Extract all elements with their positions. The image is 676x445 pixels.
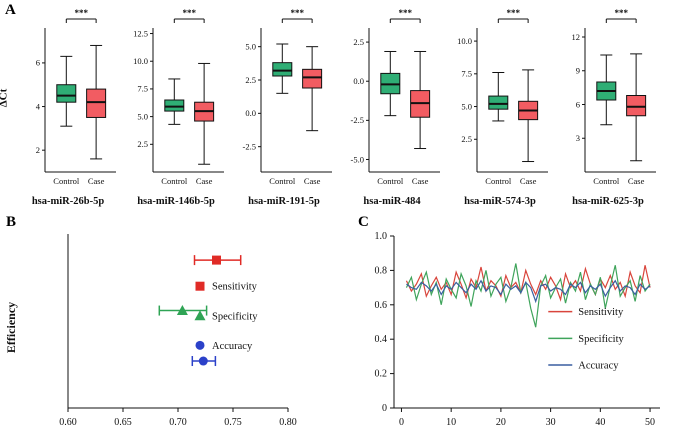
- boxplot-hsa-miR-146b-5p: 2.5 5.0 7.5 10.0 12.5 Control Case *** hsa-miR-…: [122, 6, 230, 207]
- svg-text:***: ***: [614, 8, 628, 18]
- svg-text:***: ***: [182, 8, 196, 18]
- svg-text:-2.5: -2.5: [243, 141, 256, 151]
- svg-text:9: 9: [576, 66, 580, 76]
- svg-text:2.5: 2.5: [461, 134, 472, 144]
- svg-text:10.0: 10.0: [457, 36, 472, 46]
- svg-text:2: 2: [36, 145, 40, 155]
- svg-text:-2.5: -2.5: [351, 115, 364, 125]
- svg-text:Specificity: Specificity: [212, 311, 258, 322]
- svg-text:4: 4: [36, 101, 41, 111]
- svg-text:5.0: 5.0: [245, 41, 256, 51]
- svg-text:7.5: 7.5: [137, 84, 148, 94]
- svg-text:0.75: 0.75: [224, 417, 242, 428]
- svg-text:Control: Control: [593, 176, 620, 186]
- efficiency-axis-label: Efficiency: [4, 301, 19, 354]
- boxplot-canvas-484: -5.0 -2.5 0.0 2.5 Control Case ***: [351, 8, 440, 186]
- svg-text:50: 50: [645, 417, 655, 428]
- svg-text:-5.0: -5.0: [351, 154, 364, 164]
- delta-ct-axis-label: ΔCt: [0, 88, 10, 108]
- boxplot-canvas-625: 3 6 9 12 Control Case ***: [572, 8, 656, 186]
- panel-b-label: B: [6, 214, 17, 230]
- subplot-title: hsa-miR-26b-5p: [31, 196, 105, 207]
- svg-text:3: 3: [576, 133, 580, 143]
- boxplot-canvas-191: -2.5 0.0 2.5 5.0 Control Case ***: [243, 8, 332, 186]
- boxplot-canvas-26b: 2 4 6 Control Case ***: [36, 8, 116, 186]
- cross-validation-line-canvas: 0 10 20 30 40 50 0 0.2 0.4 0.6 0.8 1.0 Sensitivity Sp…: [375, 231, 660, 428]
- svg-text:Case: Case: [412, 176, 429, 186]
- svg-text:6: 6: [576, 99, 580, 109]
- svg-text:Case: Case: [304, 176, 321, 186]
- svg-text:5.0: 5.0: [137, 111, 148, 121]
- boxplot-hsa-miR-191-5p: -2.5 0.0 2.5 5.0 Control Case *** hsa-miR-191-…: [230, 6, 338, 207]
- subplot-title: hsa-miR-484: [363, 196, 421, 207]
- svg-text:2.5: 2.5: [137, 139, 148, 149]
- svg-text:Control: Control: [485, 176, 512, 186]
- panel-a-label: A: [5, 2, 16, 18]
- svg-text:5.0: 5.0: [461, 101, 472, 111]
- svg-text:***: ***: [74, 8, 88, 18]
- svg-text:Case: Case: [196, 176, 213, 186]
- svg-text:40: 40: [595, 417, 605, 428]
- svg-text:0.80: 0.80: [279, 417, 297, 428]
- svg-text:Sensitivity: Sensitivity: [578, 307, 624, 318]
- panel-c-label: C: [358, 214, 369, 230]
- svg-text:7.5: 7.5: [461, 69, 472, 79]
- svg-text:Case: Case: [88, 176, 105, 186]
- svg-text:Control: Control: [377, 176, 404, 186]
- subplot-title: hsa-miR-574-3p: [464, 196, 536, 207]
- boxplot-hsa-miR-26b-5p: 2 4 6 Control Case *** hsa-miR-26b-5p: [14, 6, 122, 207]
- svg-text:Sensitivity: Sensitivity: [212, 282, 258, 293]
- svg-text:30: 30: [546, 417, 556, 428]
- svg-text:0.65: 0.65: [114, 417, 132, 428]
- svg-text:10.0: 10.0: [133, 56, 148, 66]
- svg-text:20: 20: [496, 417, 506, 428]
- panel-b: B Efficiency 0.60 0.65 0.70 0.75 0.80 Sensiti…: [0, 212, 346, 445]
- svg-text:2.5: 2.5: [245, 75, 256, 85]
- svg-text:Case: Case: [628, 176, 645, 186]
- svg-text:10: 10: [446, 417, 456, 428]
- svg-text:0: 0: [382, 403, 387, 414]
- svg-text:Accuracy: Accuracy: [212, 341, 253, 352]
- boxplot-row: 2 4 6 Control Case *** hsa-miR-26b-5p 2.5 5.0 7…: [0, 0, 676, 207]
- svg-text:0.8: 0.8: [375, 265, 388, 276]
- boxplot-hsa-miR-484: -5.0 -2.5 0.0 2.5 Control Case *** hsa-miR-484: [338, 6, 446, 207]
- svg-text:Specificity: Specificity: [578, 334, 624, 345]
- bottom-row: B Efficiency 0.60 0.65 0.70 0.75 0.80 Sensiti…: [0, 212, 676, 445]
- boxplot-hsa-miR-625-3p: 3 6 9 12 Control Case *** hsa-miR-625-3p: [554, 6, 662, 207]
- svg-text:Accuracy: Accuracy: [578, 361, 619, 372]
- efficiency-errorbar-canvas: 0.60 0.65 0.70 0.75 0.80 Sensitivity Specifici…: [59, 234, 297, 428]
- svg-text:6: 6: [36, 58, 40, 68]
- boxplot-canvas-574: 2.5 5.0 7.5 10.0 Control Case ***: [457, 8, 548, 186]
- svg-text:Case: Case: [520, 176, 537, 186]
- svg-text:2.5: 2.5: [353, 37, 364, 47]
- subplot-title: hsa-miR-191-5p: [248, 196, 320, 207]
- svg-text:0.4: 0.4: [375, 334, 388, 345]
- svg-text:0.0: 0.0: [353, 76, 364, 86]
- boxplot-canvas-146b: 2.5 5.0 7.5 10.0 12.5 Control Case ***: [133, 8, 224, 186]
- svg-text:1.0: 1.0: [375, 231, 388, 242]
- subplot-title: hsa-miR-625-3p: [572, 196, 644, 207]
- boxplot-hsa-miR-574-3p: 2.5 5.0 7.5 10.0 Control Case *** hsa-miR-574-…: [446, 6, 554, 207]
- svg-text:0.0: 0.0: [245, 108, 256, 118]
- svg-text:0.70: 0.70: [169, 417, 187, 428]
- svg-text:12: 12: [572, 32, 581, 42]
- subplot-title: hsa-miR-146b-5p: [137, 196, 215, 207]
- svg-text:***: ***: [398, 8, 412, 18]
- panel-c: C 0 10 20 30 40 50 0 0.2 0.4 0.6 0.8 1.0 Sensitivity…: [346, 212, 676, 445]
- svg-text:***: ***: [290, 8, 304, 18]
- svg-text:Control: Control: [53, 176, 80, 186]
- svg-text:0.60: 0.60: [59, 417, 77, 428]
- svg-text:12.5: 12.5: [133, 28, 148, 38]
- svg-text:Control: Control: [161, 176, 188, 186]
- svg-text:Control: Control: [269, 176, 296, 186]
- svg-text:0.6: 0.6: [375, 300, 388, 311]
- panel-a: A ΔCt 2 4 6 Control Case *** hsa-miR-26b-5p 2…: [0, 0, 676, 208]
- svg-text:0: 0: [399, 417, 404, 428]
- svg-text:0.2: 0.2: [375, 369, 388, 380]
- svg-text:***: ***: [506, 8, 520, 18]
